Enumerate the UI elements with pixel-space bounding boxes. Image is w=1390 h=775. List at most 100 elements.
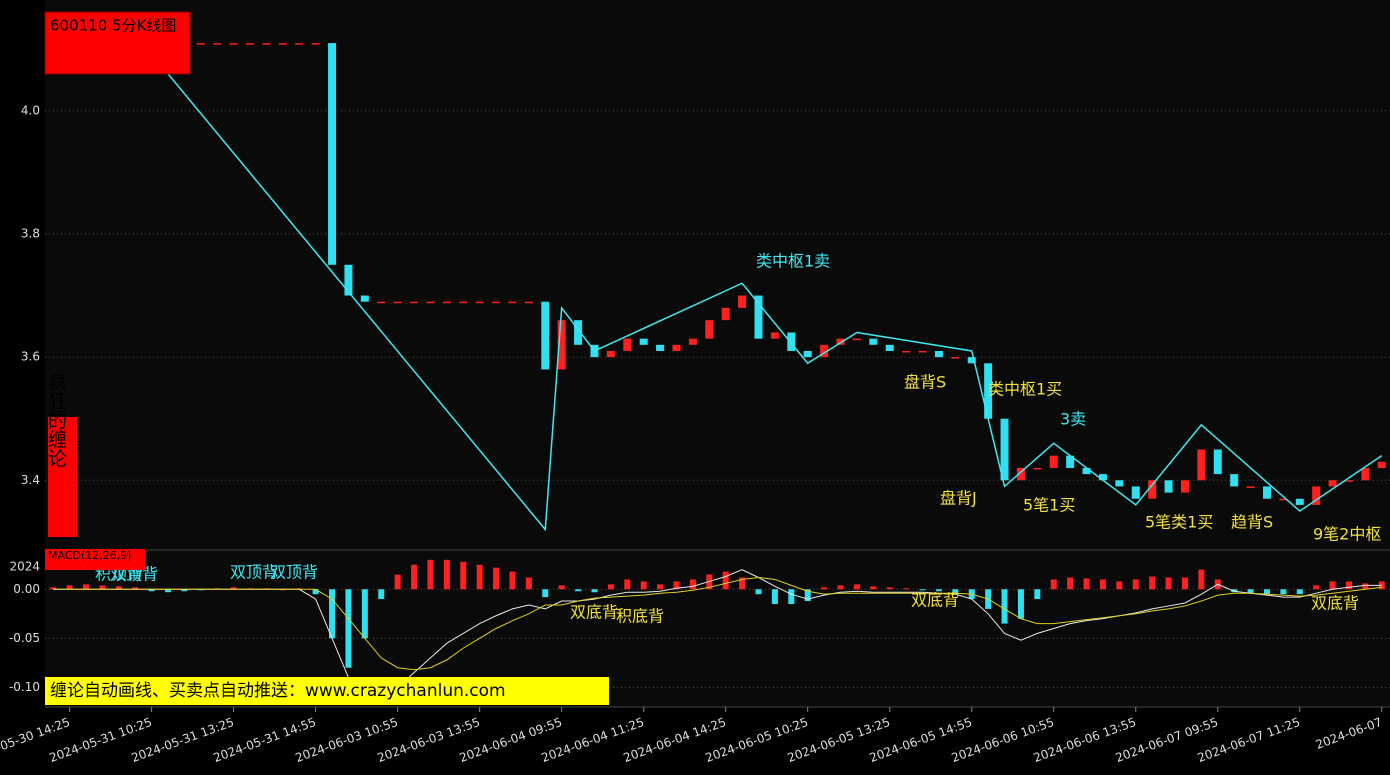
macd-bar [1050, 579, 1057, 590]
annotation: 类中枢1买 [988, 380, 1062, 399]
candle [787, 332, 796, 351]
candle [475, 301, 484, 304]
chart-title: 600110 5分K线图 [50, 17, 176, 35]
macd-bar [542, 589, 549, 598]
macd-bar [1001, 589, 1008, 624]
macd-bar [1116, 581, 1123, 590]
annotation: 双底背 [1311, 594, 1359, 613]
candle [918, 350, 927, 353]
annotation: 双底背 [570, 603, 618, 622]
macd-bar [1149, 576, 1156, 590]
candle [524, 301, 533, 304]
candle [688, 338, 697, 345]
macd-bar [476, 564, 483, 590]
macd-bar [329, 589, 336, 639]
macd-bar [673, 581, 680, 590]
candle [1295, 498, 1304, 505]
macd-lines [53, 569, 1382, 703]
macd-bar [181, 589, 188, 592]
candle [672, 344, 681, 351]
banner-box [45, 677, 609, 705]
candle [656, 344, 665, 351]
candle [1016, 467, 1025, 481]
candle [639, 338, 648, 345]
candle [1033, 467, 1042, 470]
line-series [53, 576, 1382, 671]
candle [852, 338, 861, 341]
y-tick-label: -0.10 [9, 680, 40, 694]
candle [1098, 474, 1107, 481]
y-tick-label: 3.8 [21, 226, 40, 240]
candle [984, 363, 993, 419]
candle [426, 301, 435, 304]
macd-bar [591, 589, 598, 593]
macd-bar [1132, 579, 1139, 590]
candle [344, 264, 353, 296]
candle [820, 344, 829, 358]
candle [311, 43, 320, 45]
macd-bar [1034, 589, 1041, 600]
macd-bar [886, 587, 893, 590]
macd-bar [575, 589, 582, 592]
candle [278, 43, 287, 45]
candle [262, 43, 271, 45]
candle [410, 301, 419, 304]
macd-bar [115, 586, 122, 590]
candle [541, 301, 550, 370]
y-top-label: 2024 [9, 560, 40, 574]
title-box [44, 11, 191, 75]
macd-bar [903, 588, 910, 590]
candle [738, 295, 747, 308]
macd-title: MACD(12,26,9) [48, 549, 132, 562]
candle [951, 357, 960, 359]
candle [869, 338, 878, 345]
macd-bar [230, 587, 237, 590]
macd-bar [624, 579, 631, 590]
candle [229, 43, 238, 45]
macd-bar [952, 589, 959, 595]
y-tick-label: -0.05 [9, 631, 40, 645]
candle [1312, 486, 1321, 505]
macd-bar [427, 559, 434, 590]
macd-bar [739, 577, 746, 590]
macd-bar [1099, 579, 1106, 590]
macd-bar [165, 589, 172, 593]
macd-bar [66, 585, 73, 590]
candle [1082, 467, 1091, 475]
candle [754, 295, 763, 339]
macd-bar [460, 561, 467, 590]
candle [1066, 455, 1075, 468]
candle [1328, 480, 1337, 487]
macd-bar [558, 585, 565, 590]
macd-bar [148, 589, 155, 592]
macd-bar [411, 564, 418, 590]
candle [196, 43, 205, 45]
macd-bar [919, 589, 926, 591]
macd-bar [132, 587, 139, 590]
y-tick-label: 0.00 [13, 582, 40, 596]
annotation: 3卖 [1060, 410, 1086, 429]
macd-bar [1296, 589, 1303, 595]
side-label: 疯狂的缠论 [45, 372, 67, 467]
candle [623, 338, 632, 351]
candle [574, 320, 583, 345]
side-box [48, 417, 77, 537]
candle [557, 320, 566, 370]
candle [1164, 480, 1173, 493]
candle [1148, 480, 1157, 499]
macd-bar [1280, 589, 1287, 595]
macd-bar [788, 589, 795, 604]
macd-bar [771, 589, 778, 604]
macd-bar [361, 589, 368, 639]
macd-bar [1017, 589, 1024, 619]
candle [393, 301, 402, 304]
macd-bar [657, 584, 664, 590]
y-tick-label: 3.4 [21, 473, 40, 487]
macd-title-box [45, 549, 145, 570]
macd-bar [312, 589, 319, 595]
candle [508, 301, 517, 304]
candle [902, 350, 911, 353]
y-tick-label: 3.6 [21, 350, 40, 364]
macd-bar [83, 584, 90, 590]
candle [1180, 480, 1189, 493]
